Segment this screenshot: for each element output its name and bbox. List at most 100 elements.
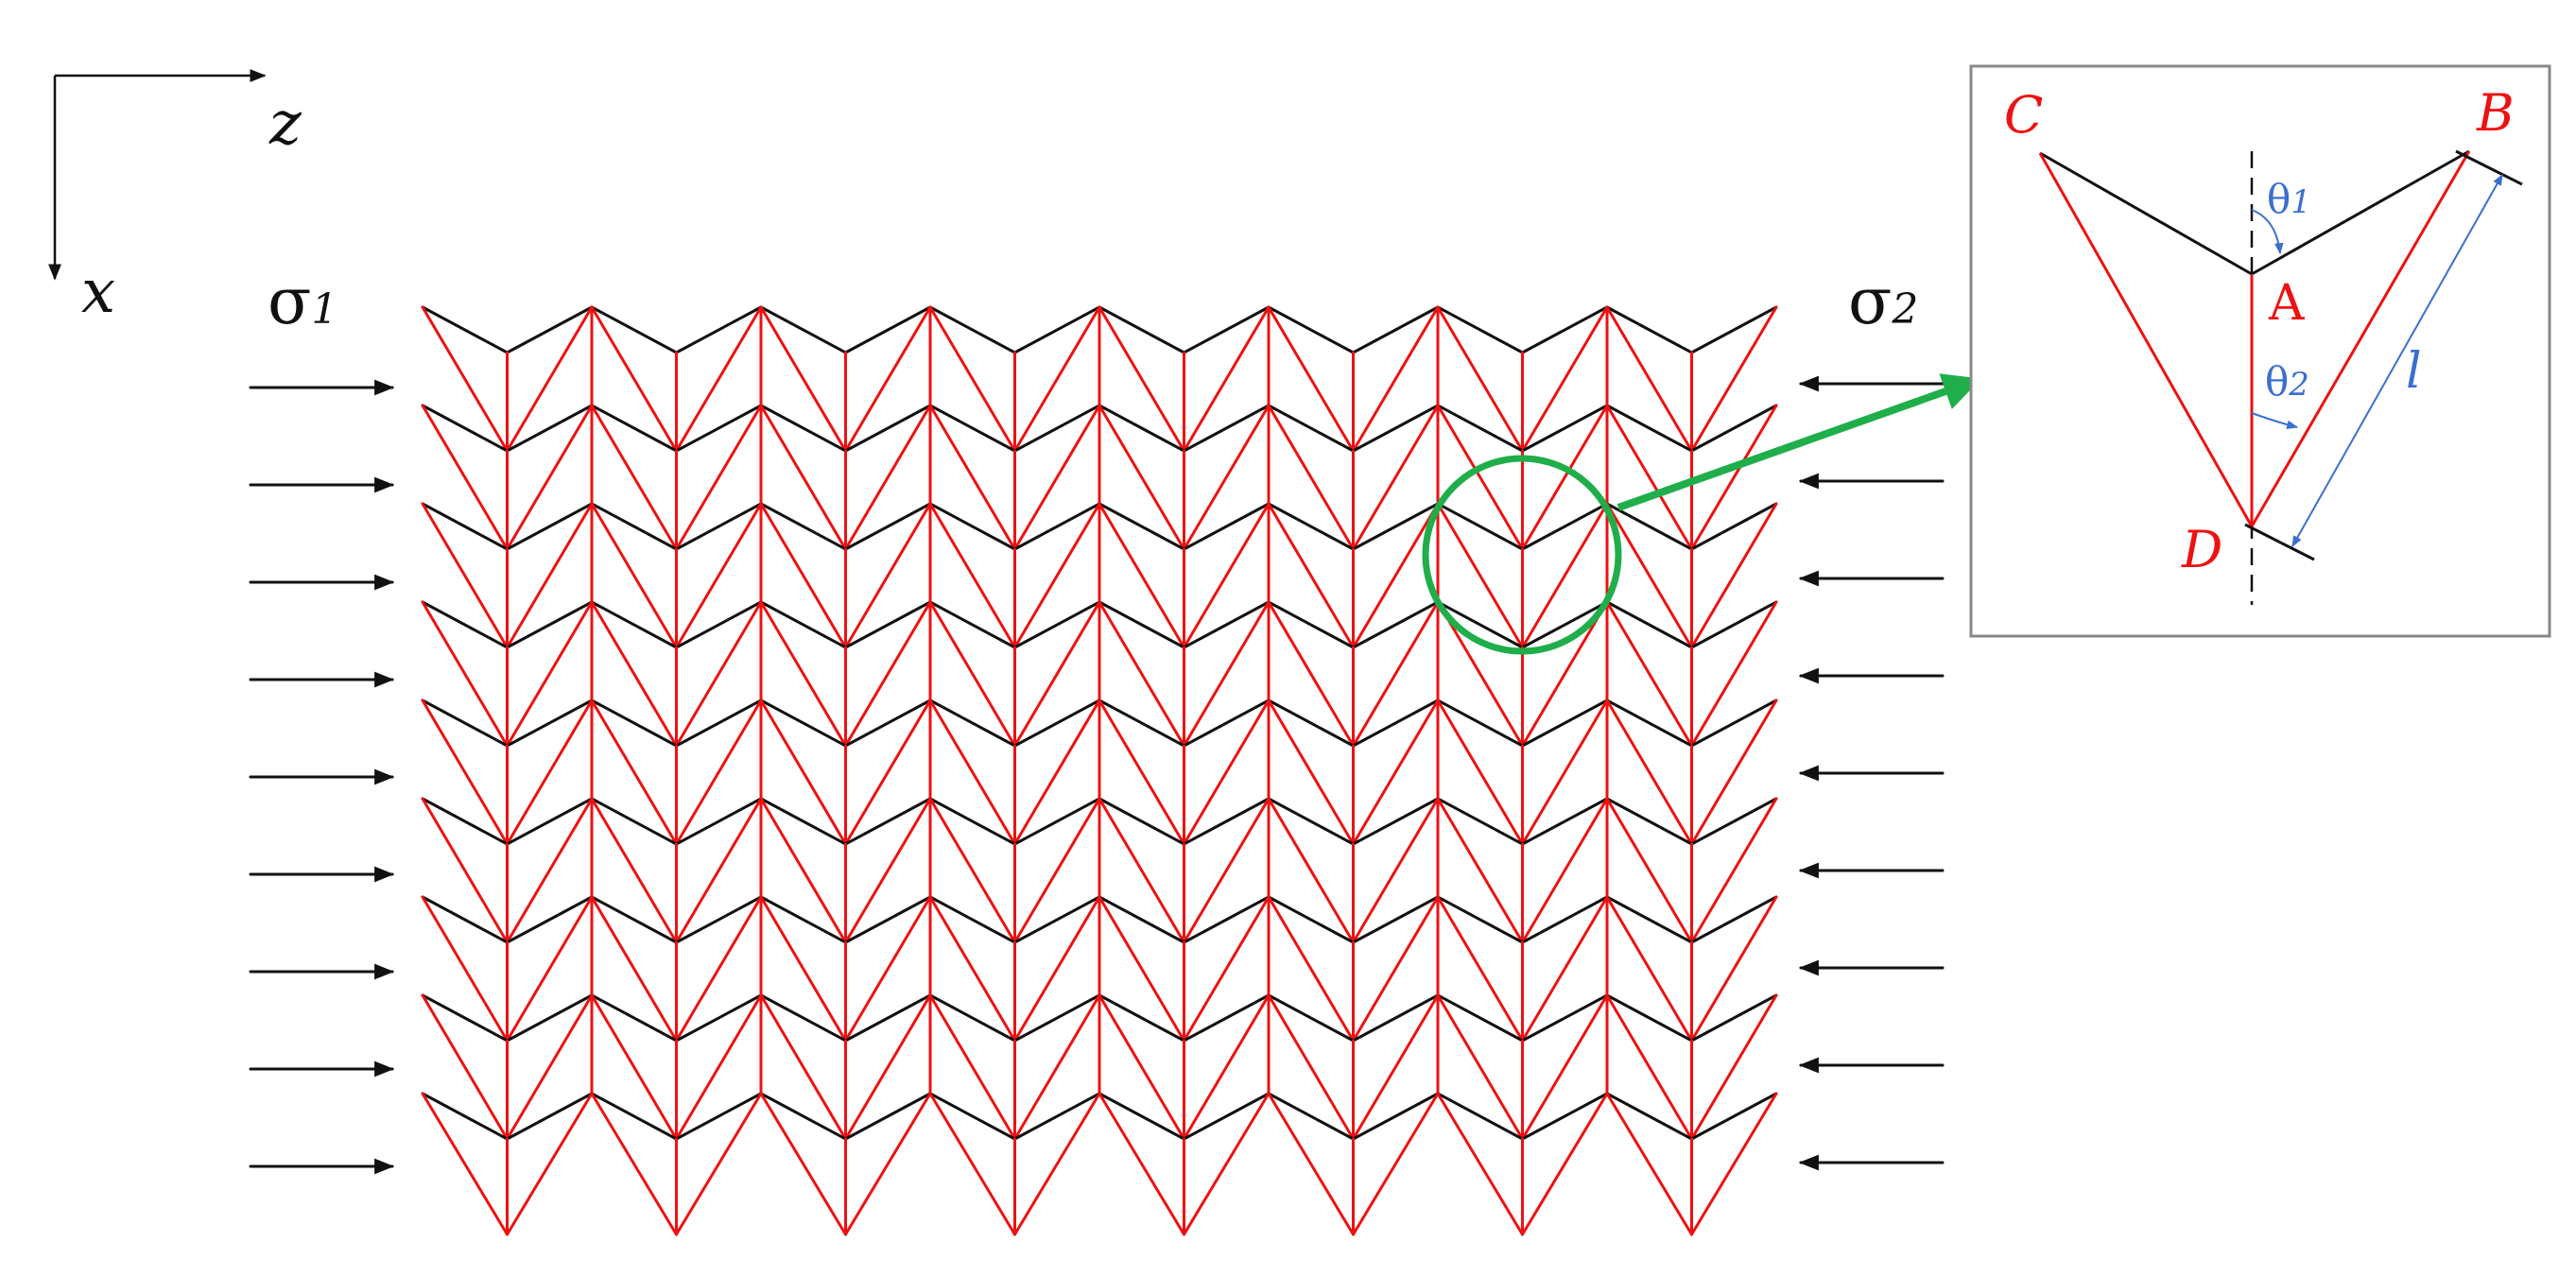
red-crease-segment bbox=[1690, 895, 1778, 1043]
black-crease-segment bbox=[1267, 600, 1355, 649]
red-crease-segment bbox=[1690, 600, 1778, 748]
edge-ca bbox=[2039, 151, 2253, 276]
black-crease-segment bbox=[675, 305, 763, 354]
red-crease-segment bbox=[1013, 600, 1101, 748]
black-crease-segment bbox=[675, 1092, 763, 1141]
red-crease-segment bbox=[844, 895, 932, 1043]
black-crease-segment bbox=[1183, 305, 1271, 354]
red-crease-segment bbox=[1098, 1092, 1185, 1236]
red-crease-segment bbox=[506, 895, 594, 1043]
red-crease-segment bbox=[1183, 502, 1271, 649]
red-crease-segment bbox=[759, 502, 847, 649]
red-crease-segment bbox=[590, 797, 678, 944]
black-crease-segment bbox=[928, 305, 1016, 354]
length-label: l bbox=[2406, 343, 2422, 400]
red-crease-segment bbox=[1521, 305, 1609, 453]
black-crease-segment bbox=[928, 895, 1016, 944]
black-crease-segment bbox=[1436, 797, 1524, 846]
theta-2-arc bbox=[2251, 412, 2299, 430]
black-crease-segment bbox=[1183, 1092, 1271, 1141]
black-crease-segment bbox=[506, 895, 594, 944]
red-crease-segment bbox=[844, 993, 932, 1141]
black-crease-segment bbox=[1267, 404, 1355, 453]
x-axis-label: x bbox=[81, 257, 115, 327]
red-crease-segment bbox=[1521, 797, 1609, 944]
black-crease-segment bbox=[1521, 1092, 1609, 1141]
red-crease-segment bbox=[1605, 600, 1693, 748]
red-crease-segment bbox=[1267, 404, 1355, 551]
black-crease-segment bbox=[1098, 600, 1185, 649]
black-crease-segment bbox=[421, 404, 509, 453]
red-crease-segment bbox=[1352, 895, 1440, 1043]
black-crease-segment bbox=[1098, 698, 1185, 748]
black-crease-segment bbox=[1013, 600, 1101, 649]
red-crease-segment bbox=[1098, 305, 1185, 453]
red-crease-segment bbox=[1521, 600, 1609, 748]
red-crease-segment bbox=[590, 698, 678, 846]
black-crease-segment bbox=[759, 993, 847, 1043]
black-crease-segment bbox=[1521, 895, 1609, 944]
theta-1-symbol: θ bbox=[2267, 176, 2291, 222]
red-crease-segment bbox=[1098, 895, 1185, 1043]
red-crease-segment bbox=[844, 600, 932, 748]
red-crease-segment bbox=[1352, 698, 1440, 846]
black-crease-segment bbox=[844, 502, 932, 551]
red-crease-segment bbox=[590, 1092, 678, 1236]
red-crease-segment bbox=[1098, 698, 1185, 846]
edge-cd bbox=[2038, 152, 2254, 527]
black-crease-segment bbox=[1267, 502, 1355, 551]
black-crease-segment bbox=[844, 600, 932, 649]
red-crease-segment bbox=[1267, 895, 1355, 1043]
red-crease-segment bbox=[506, 993, 594, 1141]
coordinate-axes: z x bbox=[48, 69, 303, 327]
red-crease-segment bbox=[1098, 600, 1185, 748]
black-crease-segment bbox=[506, 698, 594, 748]
black-crease-segment bbox=[1436, 895, 1524, 944]
red-crease-segment bbox=[1183, 993, 1271, 1141]
red-crease-segment bbox=[421, 502, 509, 649]
red-crease-segment bbox=[928, 1092, 1016, 1236]
red-crease-segment bbox=[1183, 600, 1271, 748]
black-crease-segment bbox=[1183, 698, 1271, 748]
black-crease-segment bbox=[675, 600, 763, 649]
red-crease-segment bbox=[844, 305, 932, 453]
black-crease-segment bbox=[506, 1092, 594, 1141]
black-crease-segment bbox=[1352, 305, 1440, 354]
black-crease-segment bbox=[1098, 404, 1185, 453]
red-crease-segment bbox=[675, 404, 763, 551]
red-crease-segment bbox=[928, 305, 1016, 453]
black-crease-segment bbox=[844, 993, 932, 1043]
red-crease-segment bbox=[1267, 502, 1355, 649]
red-crease-segment bbox=[1690, 502, 1778, 649]
black-crease-segment bbox=[1690, 993, 1778, 1043]
red-crease-segment bbox=[759, 797, 847, 944]
black-crease-segment bbox=[506, 305, 594, 354]
theta-1-label: θ1 bbox=[2267, 176, 2311, 222]
red-crease-segment bbox=[1098, 502, 1185, 649]
red-crease-segment bbox=[1183, 895, 1271, 1043]
black-crease-segment bbox=[506, 993, 594, 1043]
red-crease-segment bbox=[1267, 600, 1355, 748]
red-crease-segment bbox=[928, 698, 1016, 846]
black-crease-segment bbox=[1436, 305, 1524, 354]
theta-2-label: θ2 bbox=[2265, 358, 2309, 405]
unit-cell-inset: C B A D θ1 θ2 l bbox=[1969, 64, 2551, 638]
red-crease-segment bbox=[1605, 797, 1693, 944]
red-crease-segment bbox=[844, 698, 932, 846]
black-crease-segment bbox=[759, 1092, 847, 1141]
left-stress-arrows bbox=[249, 379, 395, 1175]
black-crease-segment bbox=[1183, 797, 1271, 846]
theta-2-subscript: 2 bbox=[2288, 366, 2309, 404]
red-crease-segment bbox=[759, 698, 847, 846]
black-crease-segment bbox=[1521, 502, 1609, 551]
black-crease-segment bbox=[590, 305, 678, 354]
red-crease-segment bbox=[928, 797, 1016, 944]
red-crease-segment bbox=[1352, 502, 1440, 649]
black-crease-segment bbox=[1267, 993, 1355, 1043]
theta-1-arc bbox=[2251, 209, 2284, 255]
red-crease-segment bbox=[506, 502, 594, 649]
red-crease-segment bbox=[590, 404, 678, 551]
black-crease-segment bbox=[590, 797, 678, 846]
black-crease-segment bbox=[675, 404, 763, 453]
black-crease-segment bbox=[1352, 600, 1440, 649]
